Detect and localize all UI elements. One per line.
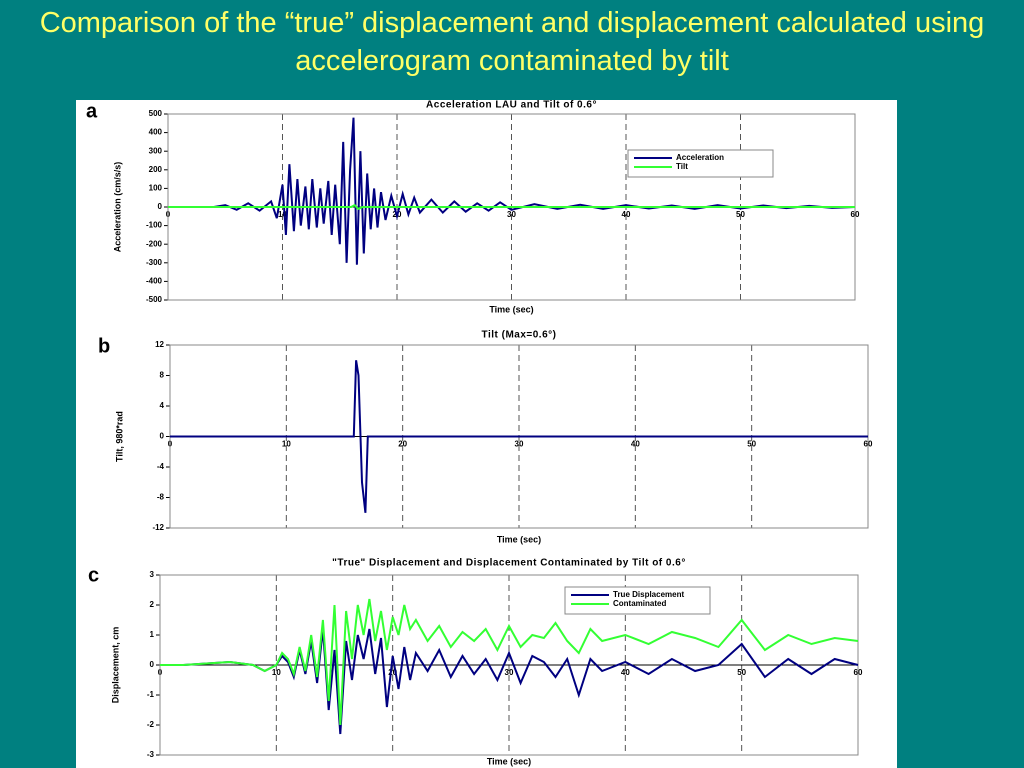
panel-label: a [86,100,98,122]
panel-label: b [98,335,110,357]
x-tick-label: 50 [747,440,756,449]
legend-label: Acceleration [676,153,724,162]
chart-title: Acceleration LAU and Tilt of 0.6° [426,100,597,111]
x-tick-label: 40 [621,668,630,677]
data-line [160,598,859,726]
y-axis-label: Tilt, 980*rad [114,411,124,462]
x-tick-label: 10 [272,668,281,677]
y-tick-label: 100 [149,184,163,193]
x-axis-label: Time (sec) [489,304,533,314]
x-tick-label: 20 [388,668,397,677]
y-tick-label: 500 [149,109,163,118]
x-tick-label: 10 [282,440,291,449]
y-tick-label: 1 [150,630,155,639]
data-line [168,117,856,265]
chart-title: "True" Displacement and Displacement Con… [332,558,686,569]
panel-background [76,100,897,768]
y-tick-label: 8 [160,371,165,380]
y-tick-label: 2 [150,600,155,609]
legend-label: Contaminated [613,599,666,608]
x-tick-label: 30 [515,440,524,449]
y-tick-label: 0 [158,202,163,211]
x-tick-label: 40 [622,210,631,219]
x-tick-label: 50 [737,668,746,677]
legend-box [627,149,774,178]
y-tick-label: 400 [149,128,163,137]
x-tick-label: 20 [398,440,407,449]
y-tick-label: -200 [146,239,163,248]
x-tick-label: 40 [631,440,640,449]
y-tick-label: 12 [155,340,164,349]
legend-box [564,586,711,615]
x-axis-label: Time (sec) [497,534,541,544]
x-tick-label: 50 [736,210,745,219]
y-tick-label: -300 [146,258,163,267]
y-tick-label: 4 [160,401,165,410]
y-tick-label: -8 [157,493,165,502]
x-tick-label: 30 [505,668,514,677]
y-tick-label: -1 [147,690,155,699]
y-tick-label: -400 [146,277,163,286]
x-axis-label: Time (sec) [487,756,531,766]
y-tick-label: 0 [150,660,155,669]
legend-label: Tilt [676,162,688,171]
legend-label: True Displacement [613,590,684,599]
y-tick-label: 300 [149,146,163,155]
x-tick-label: 30 [507,210,516,219]
slide-title: Comparison of the “true” displacement an… [39,7,985,77]
y-tick-label: -500 [146,295,163,304]
y-tick-label: -3 [147,750,155,759]
data-line [168,203,855,211]
y-axis-label: Displacement, cm [110,627,120,704]
y-tick-label: 0 [160,432,165,441]
data-line [170,360,868,513]
y-axis-label: Acceleration (cm/s/s) [112,162,122,253]
y-tick-label: -12 [152,523,164,532]
y-tick-label: -100 [146,221,163,230]
chart-title: Tilt (Max=0.6°) [482,330,557,341]
panel-label: c [88,564,99,586]
chart-panel: a Acceleration LAU and Tilt of 0.6° Time (… [76,100,897,768]
y-tick-label: -4 [157,462,165,471]
y-tick-label: 3 [150,570,155,579]
y-tick-label: 200 [149,165,163,174]
x-tick-label: 10 [278,210,287,219]
y-tick-label: -2 [147,720,155,729]
